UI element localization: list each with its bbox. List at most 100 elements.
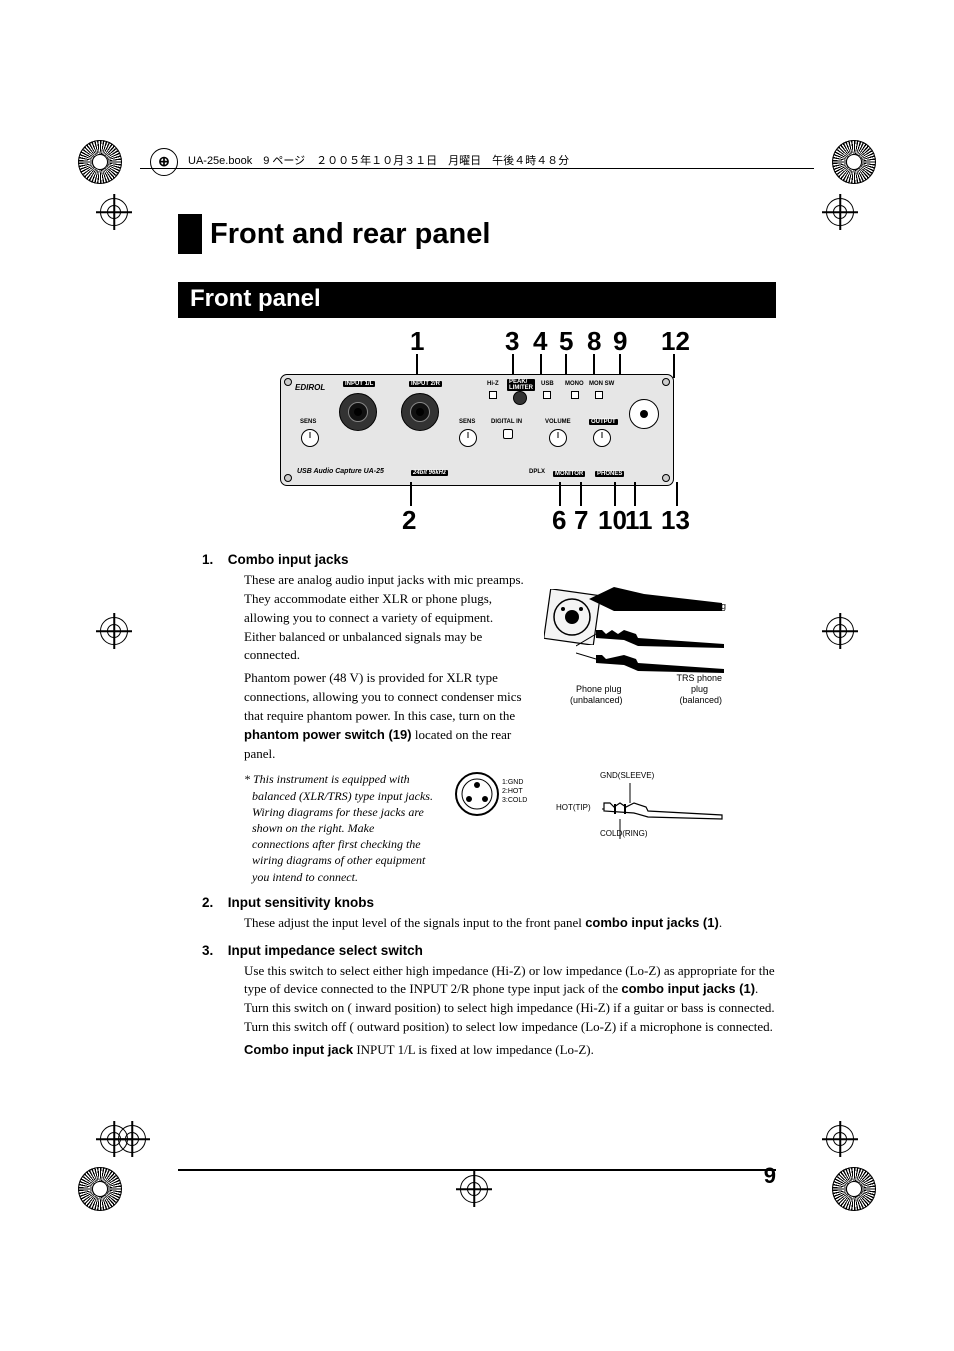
header-rule: [140, 168, 814, 169]
title-accent-block: [178, 214, 202, 254]
callout-line: [559, 482, 561, 506]
item-3-p2a: Combo input jack: [244, 1042, 353, 1057]
xlr-pinout-figure: 1:GND 2:HOT 3:COLD: [454, 771, 544, 822]
peak-led: [513, 391, 527, 405]
combo-jack-1: [339, 393, 377, 431]
item-1-heading: 1. Combo input jacks: [228, 552, 776, 567]
phone-label-1: Phone plug: [576, 684, 622, 695]
phone-label-2: (unbalanced): [570, 695, 623, 706]
trs-wiring-figure: GND(SLEEVE) HOT(TIP) COLD(RING): [564, 771, 724, 851]
callout-3: 3: [505, 326, 519, 357]
item-1-p2b: phantom power switch (19): [244, 727, 412, 742]
callout-4: 4: [533, 326, 547, 357]
callout-11: 11: [625, 505, 653, 536]
peak-label: PEAK/ LIMITER: [507, 379, 535, 391]
input1-label: INPUT 1/L: [343, 381, 375, 387]
callout-6: 6: [552, 505, 566, 536]
item-3-p1: Use this switch to select either high im…: [244, 962, 776, 1037]
xlr-pinout-icon: [454, 771, 500, 817]
registration-mark: [100, 198, 128, 226]
item-2-p1c: .: [719, 915, 722, 930]
item-2: 2. Input sensitivity knobs These adjust …: [228, 895, 776, 933]
mono-label: MONO: [565, 381, 584, 387]
monsw-label: MON SW: [589, 381, 614, 387]
item-1-title: Combo input jacks: [228, 552, 349, 567]
book-icon: ⊕: [150, 148, 178, 176]
chapter-title-row: Front and rear panel: [178, 214, 776, 254]
printer-rosette-tr: [832, 140, 876, 184]
xlr-pin-3: 3:COLD: [502, 797, 527, 805]
item-1: 1. Combo input jacks These are analog au…: [228, 552, 776, 885]
digital-in-label: DIGITAL IN: [491, 419, 522, 425]
volume-knob: [549, 429, 567, 447]
item-3-number: 3.: [202, 943, 224, 958]
sens-label: SENS: [300, 419, 316, 425]
callout-line: [580, 482, 582, 506]
item-2-title: Input sensitivity knobs: [228, 895, 374, 910]
xlr-plug-label: XLR plug: [689, 601, 726, 612]
printer-rosette-br: [832, 1167, 876, 1211]
printer-rosette-tl: [78, 140, 122, 184]
output-label: OUTPUT: [589, 419, 618, 425]
item-3-p2b: INPUT 1/L is fixed at low impedance (Lo-…: [353, 1042, 594, 1057]
spec-label: 24bit 96kHz: [411, 470, 448, 476]
item-3-heading: 3. Input impedance select switch: [228, 943, 776, 958]
callout-line: [410, 482, 412, 506]
chapter-title: Front and rear panel: [210, 218, 490, 251]
trs-wiring-illustration: [564, 779, 724, 849]
item-1-p2: Phantom power (48 V) is provided for XLR…: [244, 669, 528, 763]
callout-line: [676, 482, 678, 506]
plug-types-figure: XLR plug TRS phone plug (balanced) Phone…: [546, 571, 726, 731]
item-2-body: These adjust the input level of the sign…: [244, 914, 776, 933]
item-1-p2a: Phantom power (48 V) is provided for XLR…: [244, 670, 522, 723]
usb-led: [543, 391, 551, 399]
registration-mark: [826, 1125, 854, 1153]
item-3-title: Input impedance select switch: [228, 943, 423, 958]
callout-12: 12: [661, 326, 690, 357]
callout-7: 7: [574, 505, 588, 536]
callout-5: 5: [559, 326, 573, 357]
mono-switch: [571, 391, 579, 399]
hiz-switch: [489, 391, 497, 399]
item-3: 3. Input impedance select switch Use thi…: [228, 943, 776, 1060]
hiz-label: Hi-Z: [487, 381, 499, 387]
dplx-label: DPLX: [529, 469, 545, 475]
trs-label-3: (balanced): [679, 695, 722, 706]
item-2-heading: 2. Input sensitivity knobs: [228, 895, 776, 910]
page-content: Front and rear panel Front panel 1 3 4 5…: [178, 214, 776, 1171]
item-2-p1b: combo input jacks (1): [585, 915, 719, 930]
sens-knob-2: [459, 429, 477, 447]
callout-line: [614, 482, 616, 506]
page-number: 9: [764, 1163, 776, 1189]
model-label: USB Audio Capture UA-25: [297, 468, 384, 475]
callout-10: 10: [598, 505, 627, 536]
item-3-p1b: combo input jacks (1): [621, 981, 755, 996]
registration-mark: [100, 617, 128, 645]
callout-1: 1: [410, 326, 424, 357]
callout-9: 9: [613, 326, 627, 357]
section-heading: Front panel: [178, 282, 776, 318]
xlr-plug-illustration: [584, 579, 724, 619]
header-meta: UA-25e.book 9 ページ ２００５年１０月３１日 月曜日 午後４時４８…: [188, 152, 569, 168]
callout-8: 8: [587, 326, 601, 357]
item-1-p1: These are analog audio input jacks with …: [244, 571, 528, 665]
monsw-switch: [595, 391, 603, 399]
registration-mark: [826, 617, 854, 645]
printer-rosette-bl: [78, 1167, 122, 1211]
volume-label: VOLUME: [545, 419, 571, 425]
item-3-p2: Combo input jack INPUT 1/L is fixed at l…: [244, 1041, 776, 1060]
xlr-pin-1: 1:GND: [502, 779, 523, 787]
item-1-number: 1.: [202, 552, 224, 567]
phones-label: PHONES: [595, 471, 624, 477]
phone-plug-illustration: [576, 651, 726, 681]
item-2-p1a: These adjust the input level of the sign…: [244, 915, 585, 930]
digital-in-jack: [503, 429, 513, 439]
registration-mark: [118, 1125, 146, 1153]
input2-label: INPUT 2/R: [409, 381, 442, 387]
registration-mark: [460, 1175, 488, 1203]
xlr-pin-2: 2:HOT: [502, 788, 523, 796]
trs-label-2: plug: [691, 684, 708, 695]
front-panel-figure: 1 3 4 5 8 9 12 EDIROL INPUT 1/L INPUT 2/…: [262, 330, 692, 540]
sens-knob-1: [301, 429, 319, 447]
callout-13: 13: [661, 505, 690, 536]
